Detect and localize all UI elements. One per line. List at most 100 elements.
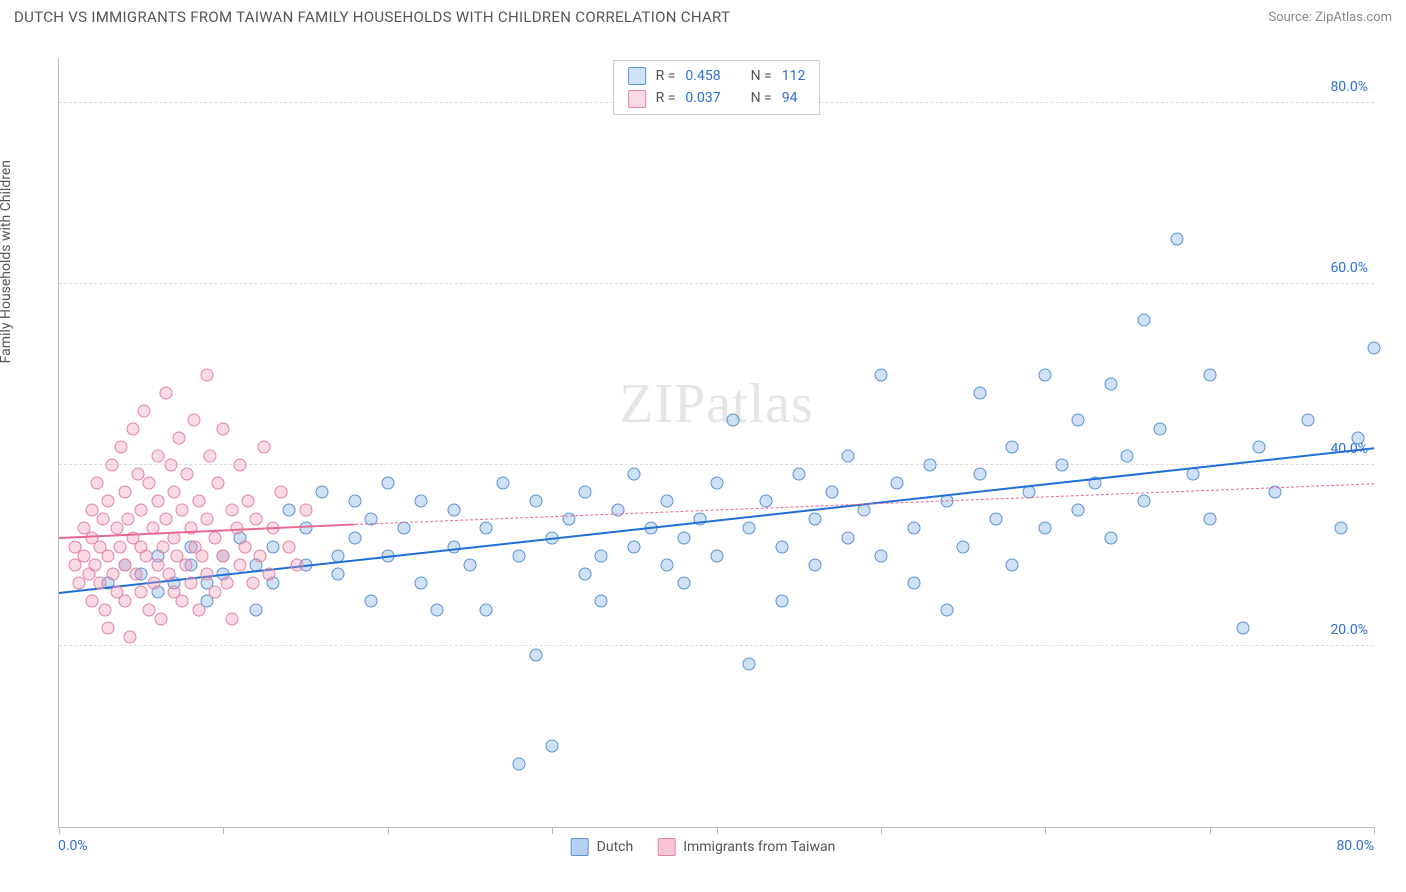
y-tick-label: 20.0% bbox=[1330, 622, 1368, 638]
data-point bbox=[874, 549, 887, 562]
data-point bbox=[89, 558, 102, 571]
data-point bbox=[118, 594, 131, 607]
data-point bbox=[316, 486, 329, 499]
data-point bbox=[148, 576, 161, 589]
data-point bbox=[1154, 422, 1167, 435]
data-point bbox=[661, 495, 674, 508]
data-point bbox=[154, 612, 167, 625]
data-point bbox=[118, 486, 131, 499]
data-point bbox=[151, 450, 164, 463]
data-point bbox=[924, 459, 937, 472]
data-point bbox=[414, 576, 427, 589]
legend-swatch bbox=[657, 838, 675, 856]
data-point bbox=[266, 540, 279, 553]
data-point bbox=[1335, 522, 1348, 535]
data-point bbox=[242, 495, 255, 508]
legend-row: R =0.037N =94 bbox=[628, 87, 806, 109]
data-point bbox=[1105, 531, 1118, 544]
x-tick bbox=[552, 827, 553, 834]
x-tick bbox=[1045, 827, 1046, 834]
data-point bbox=[299, 504, 312, 517]
data-point bbox=[759, 495, 772, 508]
data-point bbox=[113, 540, 126, 553]
data-point bbox=[209, 585, 222, 598]
data-point bbox=[743, 658, 756, 671]
data-point bbox=[973, 386, 986, 399]
data-point bbox=[1252, 441, 1265, 454]
data-point bbox=[200, 513, 213, 526]
data-point bbox=[176, 504, 189, 517]
watermark: ZIPatlas bbox=[619, 372, 814, 436]
data-point bbox=[179, 558, 192, 571]
data-point bbox=[1351, 431, 1364, 444]
data-point bbox=[172, 431, 185, 444]
data-point bbox=[940, 603, 953, 616]
data-point bbox=[250, 513, 263, 526]
data-point bbox=[217, 549, 230, 562]
data-point bbox=[595, 594, 608, 607]
data-point bbox=[250, 603, 263, 616]
legend-r-label: R = bbox=[656, 87, 676, 109]
data-point bbox=[85, 594, 98, 607]
data-point bbox=[546, 739, 559, 752]
data-point bbox=[176, 594, 189, 607]
data-point bbox=[332, 567, 345, 580]
data-point bbox=[246, 576, 259, 589]
data-point bbox=[212, 477, 225, 490]
data-point bbox=[381, 477, 394, 490]
data-point bbox=[529, 649, 542, 662]
data-point bbox=[258, 441, 271, 454]
data-point bbox=[776, 594, 789, 607]
data-point bbox=[274, 486, 287, 499]
data-point bbox=[513, 757, 526, 770]
data-point bbox=[463, 558, 476, 571]
data-point bbox=[102, 495, 115, 508]
data-point bbox=[809, 513, 822, 526]
data-point bbox=[122, 513, 135, 526]
data-point bbox=[140, 549, 153, 562]
data-point bbox=[233, 459, 246, 472]
chart-title: DUTCH VS IMMIGRANTS FROM TAIWAN FAMILY H… bbox=[14, 8, 730, 26]
data-point bbox=[220, 576, 233, 589]
data-point bbox=[85, 504, 98, 517]
legend-n-label: N = bbox=[751, 87, 772, 109]
data-point bbox=[99, 603, 112, 616]
x-tick bbox=[59, 827, 60, 834]
legend-n-value: 112 bbox=[782, 65, 806, 87]
data-point bbox=[159, 386, 172, 399]
data-point bbox=[187, 413, 200, 426]
data-point bbox=[1137, 495, 1150, 508]
data-point bbox=[579, 567, 592, 580]
data-point bbox=[661, 558, 674, 571]
x-tick bbox=[388, 827, 389, 834]
legend-swatch bbox=[571, 838, 589, 856]
data-point bbox=[126, 422, 139, 435]
data-point bbox=[1203, 368, 1216, 381]
source-label: Source: ZipAtlas.com bbox=[1268, 10, 1392, 25]
data-point bbox=[973, 468, 986, 481]
data-point bbox=[107, 567, 120, 580]
data-point bbox=[77, 549, 90, 562]
legend-swatch bbox=[628, 90, 646, 108]
x-tick bbox=[1210, 827, 1211, 834]
legend-item: Dutch bbox=[571, 838, 634, 856]
data-point bbox=[123, 631, 136, 644]
data-point bbox=[431, 603, 444, 616]
data-point bbox=[143, 477, 156, 490]
data-point bbox=[414, 495, 427, 508]
data-point bbox=[163, 567, 176, 580]
data-point bbox=[192, 495, 205, 508]
data-point bbox=[1105, 377, 1118, 390]
legend-item: Immigrants from Taiwan bbox=[657, 838, 835, 856]
data-point bbox=[168, 486, 181, 499]
data-point bbox=[233, 558, 246, 571]
data-point bbox=[135, 504, 148, 517]
x-tick bbox=[1374, 827, 1375, 834]
gridline bbox=[59, 645, 1374, 646]
data-point bbox=[1368, 341, 1381, 354]
data-point bbox=[628, 540, 641, 553]
legend-r-value: 0.458 bbox=[685, 65, 720, 87]
data-point bbox=[398, 522, 411, 535]
data-point bbox=[611, 504, 624, 517]
x-axis-min-label: 0.0% bbox=[58, 838, 88, 854]
